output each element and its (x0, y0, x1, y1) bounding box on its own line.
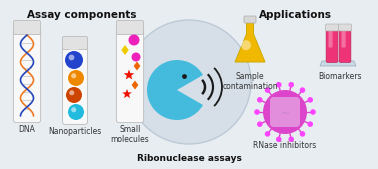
Wedge shape (147, 60, 203, 120)
Text: Nanoparticles: Nanoparticles (48, 127, 102, 136)
Text: Ribonuclease assays: Ribonuclease assays (136, 154, 242, 163)
FancyBboxPatch shape (116, 28, 144, 123)
Circle shape (257, 121, 263, 127)
Circle shape (132, 53, 141, 62)
Text: Small
molecules: Small molecules (111, 125, 149, 144)
Text: Applications: Applications (259, 10, 332, 20)
Circle shape (300, 87, 305, 93)
FancyBboxPatch shape (326, 28, 338, 62)
Circle shape (65, 102, 87, 123)
Circle shape (68, 104, 84, 120)
Circle shape (65, 51, 83, 69)
Circle shape (263, 90, 307, 134)
Text: Assay components: Assay components (27, 10, 137, 20)
Circle shape (127, 20, 251, 144)
Circle shape (257, 97, 263, 103)
Circle shape (68, 55, 74, 60)
Text: Biomarkers: Biomarkers (318, 72, 362, 81)
Polygon shape (320, 61, 356, 66)
Text: ~: ~ (280, 109, 290, 119)
Circle shape (288, 137, 294, 142)
Circle shape (265, 131, 270, 137)
Polygon shape (121, 45, 129, 55)
FancyBboxPatch shape (14, 20, 40, 34)
Circle shape (71, 73, 76, 78)
Text: DNA: DNA (19, 125, 36, 134)
Text: Sample
contamination: Sample contamination (222, 72, 278, 91)
FancyBboxPatch shape (270, 97, 300, 127)
Polygon shape (132, 80, 138, 90)
Circle shape (69, 90, 74, 95)
Polygon shape (124, 69, 134, 79)
FancyBboxPatch shape (13, 28, 41, 123)
FancyBboxPatch shape (116, 20, 144, 34)
Circle shape (300, 131, 305, 137)
Polygon shape (235, 22, 265, 62)
Circle shape (310, 109, 316, 115)
FancyBboxPatch shape (339, 28, 351, 62)
Circle shape (66, 87, 82, 103)
FancyBboxPatch shape (341, 30, 345, 47)
FancyBboxPatch shape (325, 24, 339, 31)
FancyBboxPatch shape (328, 30, 333, 47)
Circle shape (129, 34, 139, 45)
Circle shape (265, 87, 270, 93)
Circle shape (307, 97, 313, 103)
Circle shape (241, 40, 251, 50)
FancyBboxPatch shape (62, 37, 87, 50)
Polygon shape (122, 89, 132, 98)
FancyBboxPatch shape (339, 24, 352, 31)
Text: RNase inhibitors: RNase inhibitors (253, 141, 317, 150)
FancyBboxPatch shape (244, 16, 256, 23)
FancyBboxPatch shape (63, 44, 87, 124)
Circle shape (65, 67, 87, 89)
Circle shape (68, 70, 84, 86)
Circle shape (254, 109, 260, 115)
Circle shape (182, 74, 187, 79)
Circle shape (276, 137, 282, 142)
Circle shape (276, 82, 282, 88)
Polygon shape (134, 62, 140, 70)
Circle shape (71, 107, 76, 112)
Circle shape (288, 82, 294, 88)
Circle shape (307, 121, 313, 127)
Circle shape (62, 49, 85, 71)
Circle shape (64, 84, 85, 105)
